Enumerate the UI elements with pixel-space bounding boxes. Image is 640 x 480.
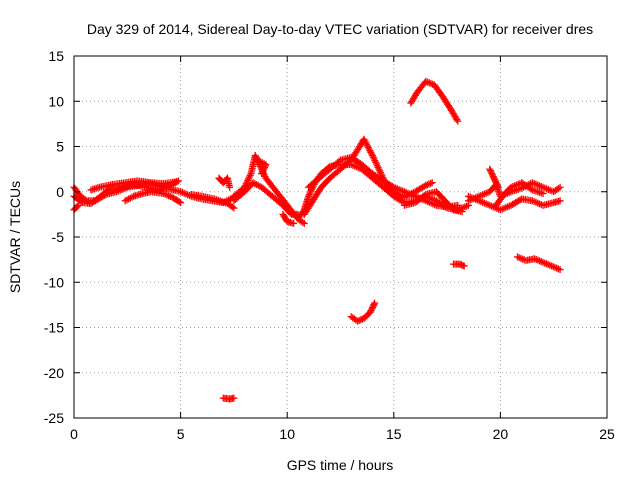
data-point (454, 201, 462, 209)
data-point (230, 204, 238, 212)
data-point (370, 301, 378, 309)
data-point (420, 192, 428, 200)
data-point (458, 208, 466, 216)
data-point (420, 182, 428, 190)
x-tick-label: 0 (70, 426, 78, 442)
data-point (489, 171, 497, 179)
x-tick-label: 10 (279, 426, 295, 442)
data-point (368, 305, 376, 313)
x-axis-label: GPS time / hours (287, 457, 394, 473)
data-point (488, 170, 496, 178)
data-point (299, 218, 307, 226)
data-point (367, 307, 375, 315)
data-point (258, 168, 266, 176)
y-axis-label: SDTVAR / TECUs (7, 181, 23, 293)
data-point (371, 299, 379, 307)
data-point (490, 174, 498, 182)
data-point (355, 316, 363, 324)
data-point (77, 198, 85, 206)
data-point (175, 198, 183, 206)
data-point (491, 177, 499, 185)
data-point (422, 181, 430, 189)
data-point (251, 152, 259, 160)
x-tick-label: 25 (599, 426, 615, 442)
data-point (428, 179, 436, 187)
data-point (357, 316, 365, 324)
data-point (368, 304, 376, 312)
x-tick-label: 5 (177, 426, 185, 442)
data-point (556, 197, 564, 205)
data-point (300, 219, 308, 227)
data-point (554, 184, 562, 192)
x-tick-label: 15 (386, 426, 402, 442)
y-tick-label: 10 (48, 93, 64, 109)
data-point (177, 199, 185, 207)
data-layer (70, 77, 564, 403)
axes-ticks: 0 5 10 15 20 25 15 10 5 0 -5 -10 -15 -20 -25 (44, 48, 615, 442)
data-point (230, 394, 238, 402)
data-point (259, 167, 267, 175)
y-tick-label: -20 (44, 365, 64, 381)
y-tick-label: -15 (44, 320, 64, 336)
data-point (489, 173, 497, 181)
data-point (253, 156, 261, 164)
data-point (425, 180, 433, 188)
data-point (492, 179, 500, 187)
y-tick-label: 0 (56, 184, 64, 200)
data-point (491, 176, 499, 184)
data-point (74, 201, 82, 209)
data-point (73, 202, 81, 210)
data-point (486, 165, 494, 173)
data-point (366, 308, 374, 316)
data-point (460, 262, 468, 270)
chart-title: Day 329 of 2014, Sidereal Day-to-day VTE… (87, 21, 593, 37)
data-point (172, 178, 180, 186)
y-tick-label: -10 (44, 274, 64, 290)
data-point (427, 179, 435, 187)
data-point (226, 183, 234, 191)
data-point (453, 116, 461, 124)
data-point (486, 167, 494, 175)
data-point (252, 153, 260, 161)
data-point (369, 302, 377, 310)
data-point (556, 183, 564, 191)
data-point (368, 150, 376, 158)
x-tick-label: 20 (493, 426, 509, 442)
y-tick-label: 5 (56, 139, 64, 155)
data-point (258, 170, 266, 178)
data-point (228, 203, 236, 211)
y-tick-label: -5 (52, 229, 65, 245)
data-point (527, 185, 535, 193)
data-point (388, 182, 396, 190)
data-point (494, 183, 502, 191)
y-tick-label: 15 (48, 48, 64, 64)
data-point (556, 266, 564, 274)
data-point (423, 181, 431, 189)
data-point (454, 117, 462, 125)
data-point (494, 182, 502, 190)
data-point (354, 317, 362, 325)
data-point (539, 190, 547, 198)
data-point (290, 219, 298, 227)
y-tick-label: -25 (44, 410, 64, 426)
data-point (493, 180, 501, 188)
data-point (487, 168, 495, 176)
